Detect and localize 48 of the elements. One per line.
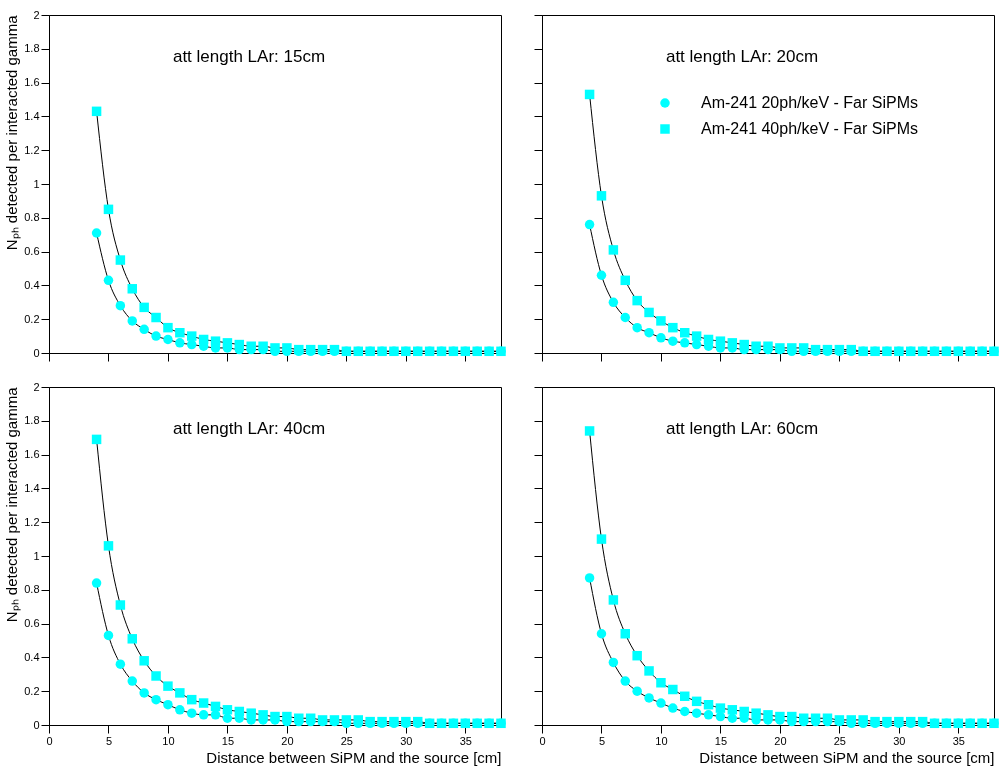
y-axis-title: Nₚₕ detected per interacted gamma bbox=[3, 14, 22, 251]
y-tick-label: 1.6 bbox=[24, 76, 40, 89]
legend-label: Am-241 20ph/keV - Far SiPMs bbox=[701, 94, 918, 111]
x-axis-title: Distance between SiPM and the source [cm] bbox=[206, 748, 502, 766]
x-tick-label: 20 bbox=[281, 734, 294, 747]
y-tick-label: 2 bbox=[33, 8, 40, 21]
y-tick-label: 1 bbox=[33, 549, 40, 562]
y-tick-label: 0.8 bbox=[24, 211, 40, 224]
x-tick-label: 5 bbox=[105, 734, 113, 747]
x-tick-label: 25 bbox=[340, 734, 353, 747]
x-tick-label: 35 bbox=[952, 734, 965, 747]
y-tick-label: 0.2 bbox=[24, 312, 40, 325]
x-tick-label: 30 bbox=[893, 734, 906, 747]
annotation: att length LAr: 20cm bbox=[665, 47, 819, 66]
y-tick-label: 1.2 bbox=[24, 515, 40, 528]
y-tick-label: 1.4 bbox=[24, 109, 40, 122]
y-tick-label: 0.4 bbox=[24, 278, 40, 291]
x-tick-label: 10 bbox=[162, 734, 175, 747]
x-tick-label: 0 bbox=[539, 734, 546, 747]
y-tick-label: 0.6 bbox=[24, 245, 40, 258]
x-tick-label: 35 bbox=[459, 734, 472, 747]
x-tick-label: 0 bbox=[46, 734, 53, 747]
y-tick-label: 0.2 bbox=[24, 684, 40, 697]
x-axis-title: Distance between SiPM and the source [cm] bbox=[699, 748, 995, 766]
x-tick-label: 30 bbox=[400, 734, 413, 747]
x-tick-label: 5 bbox=[598, 734, 606, 747]
x-tick-label: 15 bbox=[714, 734, 728, 747]
y-tick-label: 1.6 bbox=[24, 448, 40, 461]
y-tick-label: 0.4 bbox=[24, 650, 40, 663]
y-tick-label: 0 bbox=[33, 718, 40, 731]
annotation: att length LAr: 40cm bbox=[172, 419, 326, 438]
annotation: att length LAr: 60cm bbox=[665, 419, 819, 438]
y-tick-label: 1.2 bbox=[24, 143, 40, 156]
y-axis-title: Nₚₕ detected per interacted gamma bbox=[3, 386, 22, 623]
y-tick-label: 0.8 bbox=[24, 583, 40, 596]
x-tick-label: 15 bbox=[221, 734, 235, 747]
legend-label: Am-241 40ph/keV - Far SiPMs bbox=[701, 120, 918, 137]
y-tick-label: 1.4 bbox=[24, 481, 40, 494]
x-tick-label: 10 bbox=[655, 734, 668, 747]
y-tick-label: 1.8 bbox=[24, 414, 40, 427]
annotation: att length LAr: 15cm bbox=[172, 47, 326, 66]
y-tick-label: 2 bbox=[33, 380, 40, 393]
x-tick-label: 25 bbox=[833, 734, 846, 747]
x-tick-label: 20 bbox=[774, 734, 787, 747]
y-tick-label: 0.6 bbox=[24, 617, 40, 630]
y-tick-label: 1.8 bbox=[24, 42, 40, 55]
y-tick-label: 0 bbox=[33, 346, 40, 359]
y-tick-label: 1 bbox=[33, 177, 40, 190]
